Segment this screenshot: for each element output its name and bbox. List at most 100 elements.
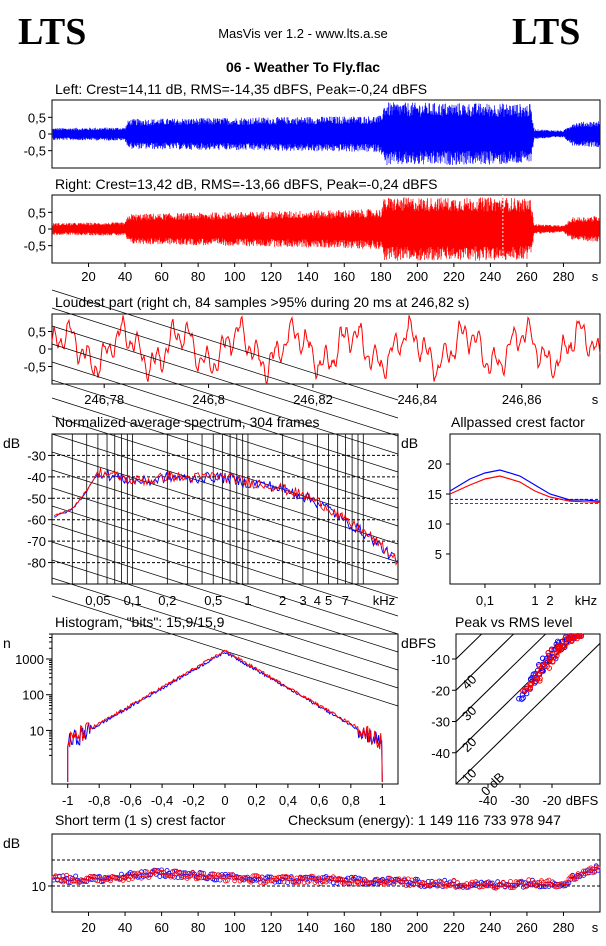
shortcrest-point-right: [224, 878, 230, 883]
right-xtick-label: 20: [81, 269, 95, 284]
shortcrest-point-right: [511, 885, 517, 890]
shortcrest-point-right: [531, 880, 537, 885]
shortcrest-point-right: [509, 885, 515, 890]
loudest-xtick-label: 246,82: [293, 392, 333, 407]
shortcrest-point-right: [449, 882, 455, 887]
shortcrest-point-right: [595, 865, 601, 871]
right-xtick-label: 140: [297, 269, 319, 284]
peakrms-point-right: [537, 678, 543, 684]
shortcrest-xtick-label: 40: [118, 920, 132, 935]
shortcrest-xtick-label: 80: [191, 920, 205, 935]
shortcrest-point-right: [170, 873, 176, 879]
peakrms-point-right: [554, 652, 560, 659]
right-xunit: s: [592, 269, 599, 284]
spectrum-xtick-label: 0,5: [204, 593, 222, 608]
spectrum-diag: [51, 325, 399, 437]
shortcrest-xtick-label: 120: [260, 920, 282, 935]
shortcrest-point-right: [387, 875, 393, 881]
shortcrest-point-right: [108, 878, 113, 884]
peakrms-point-right: [548, 647, 555, 654]
shortcrest-point-left: [334, 880, 340, 886]
shortcrest-xtick-label: 160: [333, 920, 355, 935]
shortcrest-xtick-label: 280: [553, 920, 575, 935]
peakrms-ytick-label: -10: [431, 652, 450, 667]
allpass-xtick-label: 1: [531, 593, 538, 608]
shortcrest-xtick-label: 100: [224, 920, 246, 935]
shortcrest-point-right: [175, 870, 181, 875]
peakrms-point-right: [538, 668, 544, 675]
spectrum-ytick-label: -80: [27, 556, 46, 571]
spectrum-xtick-label: 0,05: [85, 593, 110, 608]
shortcrest-point-right: [307, 878, 313, 883]
spectrum-xtick-label: 7: [342, 593, 349, 608]
allpass-ytick-label: 5: [435, 547, 442, 562]
spectrum-curve-right: [53, 467, 398, 566]
histogram-xtick-label: 0,4: [279, 793, 297, 808]
loudest-waveform: [51, 315, 601, 384]
shortcrest-point-right: [310, 874, 316, 879]
left-waveform: [52, 102, 600, 166]
shortcrest-point-right: [129, 876, 135, 881]
shortcrest-point-right: [288, 875, 294, 881]
spectrum-curve-left: [53, 470, 398, 563]
shortcrest-point-right: [140, 872, 146, 878]
histogram-xtick-label: 0,6: [310, 793, 328, 808]
loudest-ytick-label: -0,5: [24, 360, 46, 375]
shortcrest-xtick-label: 140: [297, 920, 319, 935]
peakrms-diag: [456, 642, 600, 784]
shortcrest-point-right: [159, 870, 165, 875]
peakrms-point-right: [551, 654, 557, 661]
shortcrest-point-right: [64, 872, 69, 878]
shortcrest-point-right: [506, 883, 512, 888]
peakrms-diag: [456, 634, 515, 691]
spectrum-ytick-label: -40: [27, 470, 46, 485]
peakrms-point-right: [520, 688, 526, 694]
peakrms-ytick-label: -30: [431, 715, 450, 730]
allpass-frame: [449, 433, 601, 585]
allpass-ytick-label: 10: [428, 517, 442, 532]
shortcrest-point-right: [592, 868, 597, 874]
shortcrest-title: Short term (1 s) crest factor: [55, 812, 226, 828]
right-xtick-label: 80: [191, 269, 205, 284]
spectrum-diag: [51, 343, 399, 455]
peakrms-title: Peak vs RMS level: [455, 614, 572, 630]
histogram-xtick-label: -0,4: [151, 793, 173, 808]
spectrum-xunit: kHz: [373, 593, 395, 608]
spectrum-diag: [51, 361, 399, 473]
peakrms-diagonals: [456, 634, 600, 784]
shortcrest-xtick-label: 60: [154, 920, 168, 935]
peakrms-point-right: [565, 635, 571, 642]
right-xtick-label: 200: [406, 269, 428, 284]
shortcrest-point-right: [206, 874, 212, 880]
peakrms-point-left: [532, 670, 539, 677]
spectrum-ylabel: dB: [3, 435, 20, 451]
right-xtick-label: 160: [333, 269, 355, 284]
peakrms-diag: [456, 634, 547, 723]
shortcrest-point-right: [455, 880, 460, 886]
peakrms-xtick-label: -40: [479, 793, 498, 808]
shortcrest-point-right: [259, 874, 265, 880]
spectrum-ytick-label: -60: [27, 513, 46, 528]
shortcrest-point-right: [182, 872, 188, 877]
shortcrest-point-right: [316, 877, 322, 883]
shortcrest-xtick-label: 260: [516, 920, 538, 935]
spectrum-ytick-label: -50: [27, 491, 46, 506]
lts-logo-right: LTS: [512, 11, 580, 53]
allpass-curve-left: [449, 469, 601, 502]
peakrms-diag: [456, 634, 483, 660]
shortcrest-point-right: [297, 875, 303, 881]
spectrum-diag: [51, 433, 399, 545]
right-xtick-label: 240: [480, 269, 502, 284]
histogram-xtick-label: 0,8: [342, 793, 360, 808]
shortcrest-point-right: [338, 876, 344, 882]
right-xtick-label: 120: [260, 269, 282, 284]
histogram-xtick-label: 1: [379, 793, 386, 808]
shortcrest-ytick-label: 10: [32, 879, 46, 894]
shortcrest-point-right: [221, 874, 227, 880]
histogram-ytick-label: 10: [30, 723, 44, 738]
peakrms-point-right: [561, 636, 568, 643]
spectrum-xtick-label: 0,2: [158, 593, 176, 608]
shortcrest-point-right: [230, 872, 236, 878]
shortcrest-point-right: [584, 870, 590, 876]
